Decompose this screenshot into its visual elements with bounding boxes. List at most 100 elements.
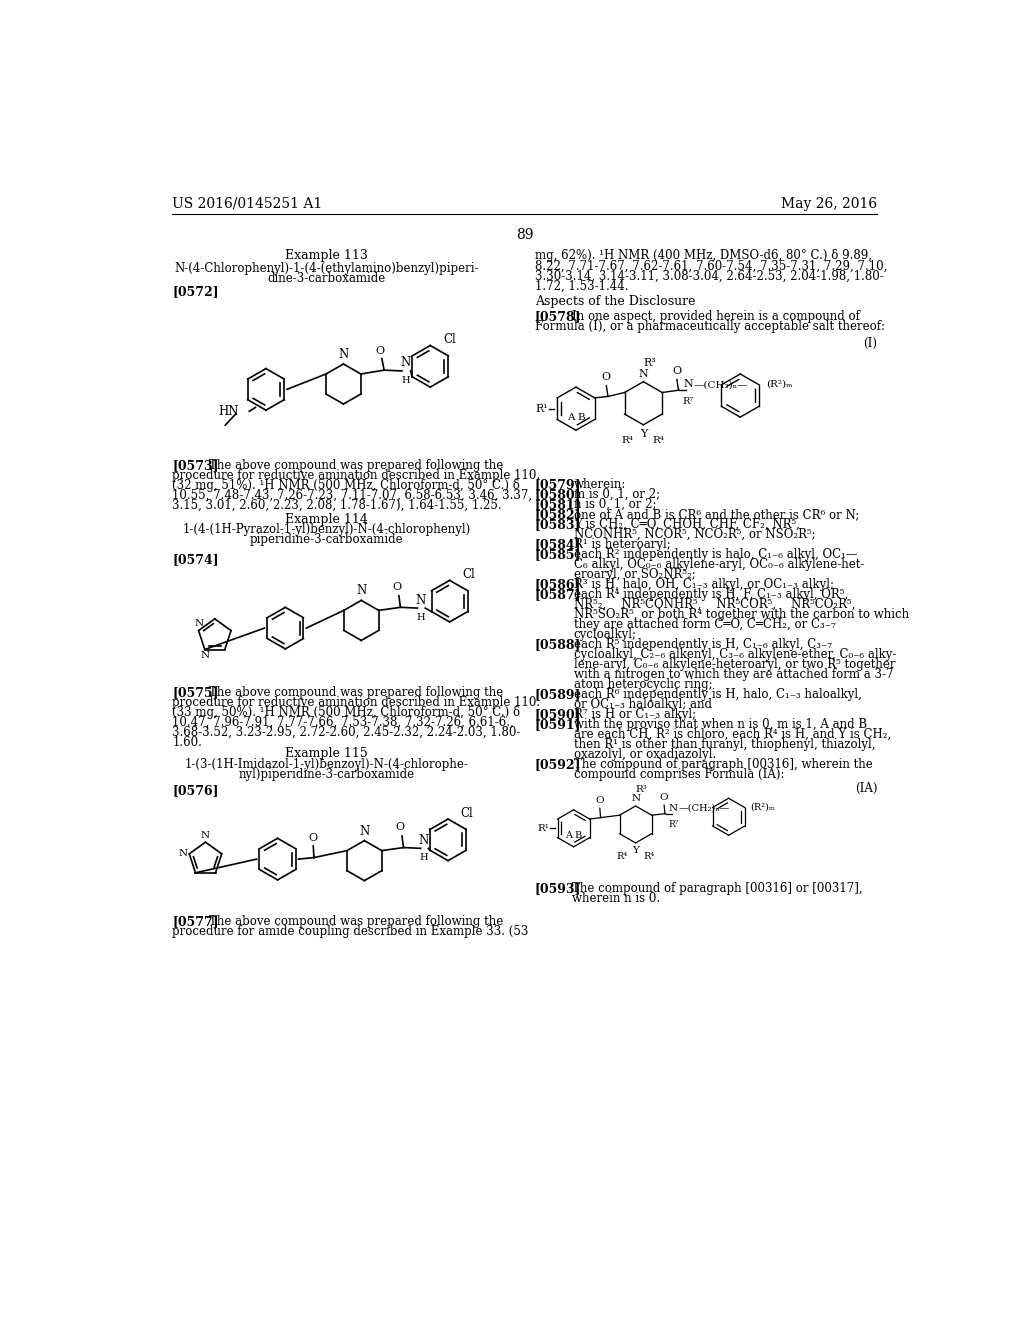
Text: [0593]: [0593] <box>535 882 582 895</box>
Text: 1-(3-(1H-Imidazol-1-yl)benzoyl)-N-(4-chlorophe-: 1-(3-(1H-Imidazol-1-yl)benzoyl)-N-(4-chl… <box>184 758 468 771</box>
Text: N: N <box>400 356 411 370</box>
Text: N: N <box>419 834 429 847</box>
Text: N: N <box>631 793 640 803</box>
Text: Example 113: Example 113 <box>285 249 368 263</box>
Text: R⁴: R⁴ <box>622 436 634 445</box>
Text: 3.30-3.14, 3.14-3.11, 3.08-3.04, 2.64-2.53, 2.04-1.98, 1.80-: 3.30-3.14, 3.14-3.11, 3.08-3.04, 2.64-2.… <box>535 269 884 282</box>
Text: [0587]: [0587] <box>535 589 582 601</box>
Text: Example 115: Example 115 <box>285 747 368 760</box>
Text: R⁴: R⁴ <box>643 851 654 861</box>
Text: each R⁴ independently is H, F, C₁₋₃ alkyl, OR⁵,: each R⁴ independently is H, F, C₁₋₃ alky… <box>573 589 848 601</box>
Text: [0582]: [0582] <box>535 508 582 521</box>
Text: N: N <box>338 348 348 360</box>
Text: R³: R³ <box>635 784 647 793</box>
Text: Cl: Cl <box>461 807 474 820</box>
Text: R³ is H, halo, OH, C₁₋₃ alkyl, or OC₁₋₃ alkyl;: R³ is H, halo, OH, C₁₋₃ alkyl, or OC₁₋₃ … <box>573 578 834 591</box>
Text: NCONHR⁵, NCOR⁵, NCO₂R⁵, or NSO₂R⁵;: NCONHR⁵, NCOR⁵, NCO₂R⁵, or NSO₂R⁵; <box>573 528 815 541</box>
Text: [0589]: [0589] <box>535 688 582 701</box>
Text: Aspects of the Disclosure: Aspects of the Disclosure <box>535 296 695 309</box>
Text: with the proviso that when n is 0, m is 1, A and B: with the proviso that when n is 0, m is … <box>573 718 866 731</box>
Text: R¹: R¹ <box>538 824 550 833</box>
Text: Y is CH₂, C═O, CHOH, CHF, CF₂, NR⁵,: Y is CH₂, C═O, CHOH, CHF, CF₂, NR⁵, <box>573 517 800 531</box>
Text: 3.68-3.52, 3.23-2.95, 2.72-2.60, 2.45-2.32, 2.24-2.03, 1.80-: 3.68-3.52, 3.23-2.95, 2.72-2.60, 2.45-2.… <box>172 726 520 739</box>
Text: A: A <box>565 832 572 841</box>
Text: oxazolyl, or oxadiazolyl.: oxazolyl, or oxadiazolyl. <box>573 748 716 762</box>
Text: The compound of paragraph [00316], wherein the: The compound of paragraph [00316], where… <box>573 758 872 771</box>
Text: each R⁶ independently is H, halo, C₁₋₃ haloalkyl,: each R⁶ independently is H, halo, C₁₋₃ h… <box>573 688 861 701</box>
Text: n is 0, 1, or 2;: n is 0, 1, or 2; <box>573 498 656 511</box>
Text: Example 114: Example 114 <box>285 512 368 525</box>
Text: 1-(4-(1H-Pyrazol-1-yl)benzyl)-N-(4-chlorophenyl): 1-(4-(1H-Pyrazol-1-yl)benzyl)-N-(4-chlor… <box>182 524 470 536</box>
Text: N: N <box>639 368 648 379</box>
Text: N: N <box>178 849 187 858</box>
Text: [0572]: [0572] <box>172 285 219 298</box>
Text: nyl)piperidine-3-carboxamide: nyl)piperidine-3-carboxamide <box>239 768 415 781</box>
Text: [0576]: [0576] <box>172 784 219 797</box>
Text: procedure for reductive amination described in Example 110.: procedure for reductive amination descri… <box>172 696 541 709</box>
Text: B: B <box>578 413 585 422</box>
Text: O: O <box>659 793 669 803</box>
Text: dine-3-carboxamide: dine-3-carboxamide <box>267 272 385 285</box>
Text: [0585]: [0585] <box>535 548 582 561</box>
Text: (33 mg, 50%). ¹H NMR (500 MHz, Chloroform-d, 50° C.) δ: (33 mg, 50%). ¹H NMR (500 MHz, Chlorofor… <box>172 706 520 719</box>
Text: —(CH₂)ₙ—: —(CH₂)ₙ— <box>678 804 729 813</box>
Text: N: N <box>684 379 693 389</box>
Text: eroaryl, or SO₂NR⁵₂;: eroaryl, or SO₂NR⁵₂; <box>573 568 695 581</box>
Text: mg, 62%). ¹H NMR (400 MHz, DMSO-d6, 80° C.) δ 9.89,: mg, 62%). ¹H NMR (400 MHz, DMSO-d6, 80° … <box>535 249 871 263</box>
Text: N: N <box>201 830 210 840</box>
Text: N: N <box>359 825 370 838</box>
Text: (I): (I) <box>863 337 878 350</box>
Text: wherein:: wherein: <box>573 478 626 491</box>
Text: they are attached form C═O, C═CH₂, or C₃₋₇: they are attached form C═O, C═CH₂, or C₃… <box>573 618 836 631</box>
Text: H: H <box>401 376 411 384</box>
Text: [0583]: [0583] <box>535 517 582 531</box>
Text: —(CH₂)ₙ—: —(CH₂)ₙ— <box>694 380 749 389</box>
Text: O: O <box>602 372 611 383</box>
Text: O: O <box>673 367 681 376</box>
Text: [0581]: [0581] <box>535 498 582 511</box>
Text: [0580]: [0580] <box>535 488 582 502</box>
Text: wherein n is 0.: wherein n is 0. <box>572 892 660 906</box>
Text: HN: HN <box>218 405 239 417</box>
Text: (32 mg, 51%). ¹H NMR (500 MHz, Chloroform-d, 50° C.) δ: (32 mg, 51%). ¹H NMR (500 MHz, Chlorofor… <box>172 479 520 492</box>
Text: [0584]: [0584] <box>535 539 582 550</box>
Text: O: O <box>396 822 404 832</box>
Text: O: O <box>376 346 385 355</box>
Text: H: H <box>417 612 425 622</box>
Text: N: N <box>201 651 209 660</box>
Text: or OC₁₋₃ haloalkyl; and: or OC₁₋₃ haloalkyl; and <box>573 698 712 711</box>
Text: each R⁵ independently is H, C₁₋₆ alkyl, C₃₋₇: each R⁵ independently is H, C₁₋₆ alkyl, … <box>573 638 831 651</box>
Text: In one aspect, provided herein is a compound of: In one aspect, provided herein is a comp… <box>572 310 860 323</box>
Text: then R¹ is other than furanyl, thiophenyl, thiazolyl,: then R¹ is other than furanyl, thiopheny… <box>573 738 876 751</box>
Text: procedure for reductive amination described in Example 110.: procedure for reductive amination descri… <box>172 469 541 482</box>
Text: N: N <box>669 804 678 813</box>
Text: Cl: Cl <box>463 568 475 581</box>
Text: N: N <box>194 619 203 628</box>
Text: with a nitrogen to which they are attached form a 3-7: with a nitrogen to which they are attach… <box>573 668 893 681</box>
Text: compound comprises Formula (IA):: compound comprises Formula (IA): <box>573 768 784 781</box>
Text: A: A <box>566 413 574 422</box>
Text: 10.47, 7.96-7.91, 7.77-7.66, 7.53-7.38, 7.32-7.26, 6.61-6.,: 10.47, 7.96-7.91, 7.77-7.66, 7.53-7.38, … <box>172 715 514 729</box>
Text: atom heterocyclic ring;: atom heterocyclic ring; <box>573 678 713 692</box>
Text: R³: R³ <box>643 358 656 368</box>
Text: R⁴: R⁴ <box>616 851 628 861</box>
Text: 10.55, 7.48-7.43, 7.26-7.23, 7.11-7.07, 6.58-6.53, 3.46, 3.37,: 10.55, 7.48-7.43, 7.26-7.23, 7.11-7.07, … <box>172 488 532 502</box>
Text: R⁷ is H or C₁₋₃ alkyl;: R⁷ is H or C₁₋₃ alkyl; <box>573 708 695 721</box>
Text: NR⁵₂,    NR⁵CONHR⁵,    NR⁵COR⁵,    NR⁵CO₂R⁵,: NR⁵₂, NR⁵CONHR⁵, NR⁵COR⁵, NR⁵CO₂R⁵, <box>573 598 855 611</box>
Text: are each CH, R² is chloro, each R⁴ is H, and Y is CH₂,: are each CH, R² is chloro, each R⁴ is H,… <box>573 729 891 742</box>
Text: Y: Y <box>632 846 639 855</box>
Text: m is 0, 1, or 2;: m is 0, 1, or 2; <box>573 488 659 502</box>
Text: [0578]: [0578] <box>535 310 582 323</box>
Text: N: N <box>416 594 426 607</box>
Text: R¹: R¹ <box>536 404 548 413</box>
Text: one of A and B is CR⁶ and the other is CR⁶ or N;: one of A and B is CR⁶ and the other is C… <box>573 508 859 521</box>
Text: R⁷: R⁷ <box>683 397 694 407</box>
Text: [0574]: [0574] <box>172 553 219 566</box>
Text: [0586]: [0586] <box>535 578 582 591</box>
Text: [0575]: [0575] <box>172 686 219 698</box>
Text: NR⁵SO₂R⁵, or both R⁴ together with the carbon to which: NR⁵SO₂R⁵, or both R⁴ together with the c… <box>573 609 908 622</box>
Text: [0592]: [0592] <box>535 758 582 771</box>
Text: [0590]: [0590] <box>535 708 582 721</box>
Text: (IA): (IA) <box>855 781 878 795</box>
Text: O: O <box>308 833 317 843</box>
